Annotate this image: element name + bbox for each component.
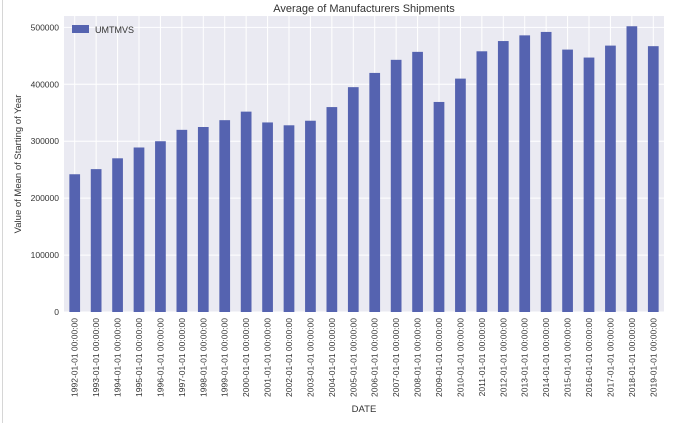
y-axis-label: Value of Mean of Starting of Year	[13, 95, 24, 234]
bar	[219, 120, 231, 313]
x-tick-label: 2017-01-01 00:00:00	[605, 318, 615, 397]
bar	[369, 72, 381, 312]
x-tick-label: 1993-01-01 00:00:00	[91, 318, 101, 397]
x-tick-label: 2016-01-01 00:00:00	[584, 318, 594, 397]
x-tick-label: 1997-01-01 00:00:00	[177, 318, 187, 397]
bar	[497, 41, 509, 313]
x-tick-label: 2004-01-01 00:00:00	[327, 318, 337, 397]
x-tick-label: 2003-01-01 00:00:00	[305, 318, 315, 397]
bar	[562, 49, 573, 312]
legend-swatch	[72, 25, 89, 33]
bar	[476, 51, 488, 313]
bar	[605, 45, 616, 312]
x-tick-label: 2014-01-01 00:00:00	[541, 318, 551, 397]
y-tick-label: 200000	[31, 193, 60, 203]
bar	[583, 57, 595, 312]
bar	[326, 107, 338, 312]
y-tick-label: 500000	[31, 22, 60, 32]
bar	[433, 101, 445, 312]
x-tick-label: 2001-01-01 00:00:00	[263, 318, 273, 397]
bar	[455, 78, 466, 312]
y-tick-label: 100000	[31, 250, 60, 260]
x-axis-label: DATE	[352, 404, 377, 415]
x-tick-label: 1994-01-01 00:00:00	[113, 318, 123, 397]
bar	[155, 141, 166, 312]
bar	[133, 147, 145, 312]
left-divider	[2, 0, 3, 423]
x-tick-label: 2002-01-01 00:00:00	[284, 318, 294, 397]
bar	[626, 26, 638, 312]
bar	[197, 127, 209, 312]
x-tick-label: 2006-01-01 00:00:00	[370, 318, 380, 397]
bars	[69, 26, 659, 313]
bar	[112, 158, 123, 312]
x-tick-label: 2009-01-01 00:00:00	[434, 318, 444, 397]
x-tick-label: 2007-01-01 00:00:00	[391, 318, 401, 397]
x-tick-label: 1998-01-01 00:00:00	[198, 318, 208, 397]
x-tick-label: 1992-01-01 00:00:00	[70, 318, 80, 397]
x-tick-label: 2012-01-01 00:00:00	[498, 318, 508, 397]
legend-label: UMTMVS	[95, 25, 134, 35]
bar	[412, 51, 423, 312]
bar	[390, 59, 402, 313]
bar	[240, 111, 252, 312]
x-tick-label: 2005-01-01 00:00:00	[348, 318, 358, 397]
x-tick-label: 2019-01-01 00:00:00	[648, 318, 658, 397]
chart-title: Average of Manufacturers Shipments	[273, 3, 455, 15]
y-tick-label: 400000	[31, 79, 60, 89]
y-tick-label: 300000	[31, 136, 60, 146]
x-tick-label: 2008-01-01 00:00:00	[413, 318, 423, 397]
x-tick-label: 1996-01-01 00:00:00	[155, 318, 165, 397]
bar	[347, 87, 359, 313]
x-axis-ticks: 1992-01-01 00:00:00 1993-01-01 00:00:00 19…	[70, 318, 659, 397]
x-tick-label: 2013-01-01 00:00:00	[520, 318, 530, 397]
y-axis-ticks: 0 100000 200000 300000 400000 500000	[31, 22, 60, 317]
bar	[540, 31, 552, 312]
bar	[176, 129, 188, 312]
bar	[69, 174, 81, 312]
plot-area	[64, 16, 664, 312]
x-tick-label: 2015-01-01 00:00:00	[563, 318, 573, 397]
x-tick-label: 2011-01-01 00:00:00	[477, 318, 487, 397]
bar	[519, 35, 531, 312]
x-tick-label: 2010-01-01 00:00:00	[455, 318, 465, 397]
bar	[283, 125, 295, 313]
x-tick-label: 2000-01-01 00:00:00	[241, 318, 251, 397]
bar	[647, 46, 659, 313]
bar	[305, 120, 316, 312]
x-tick-label: 2018-01-01 00:00:00	[627, 318, 637, 397]
x-tick-label: 1995-01-01 00:00:00	[134, 318, 144, 397]
x-tick-label: 1999-01-01 00:00:00	[220, 318, 230, 397]
bar	[262, 122, 273, 312]
bar	[90, 169, 102, 312]
y-tick-label: 0	[54, 307, 59, 317]
legend: UMTMVS	[72, 25, 134, 35]
